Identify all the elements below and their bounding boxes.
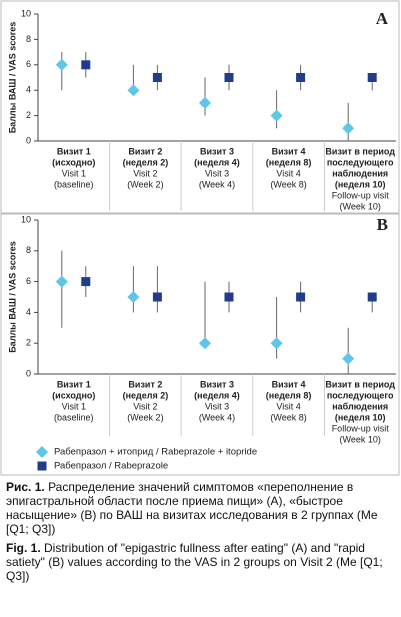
diamond-marker bbox=[270, 109, 283, 122]
caption-en: Fig. 1. Distribution of "epigastric full… bbox=[6, 541, 394, 583]
diamond-marker bbox=[342, 122, 355, 135]
x-tick-label: Визит 1 bbox=[57, 379, 91, 389]
y-tick-label: 2 bbox=[26, 110, 31, 120]
y-tick-label: 4 bbox=[26, 85, 31, 95]
x-tick-label: Визит 2 bbox=[128, 379, 162, 389]
square-marker bbox=[296, 292, 306, 302]
x-tick-label: (Week 2) bbox=[127, 179, 163, 189]
x-tick-label: последующего bbox=[327, 157, 394, 167]
square-marker bbox=[37, 461, 47, 471]
x-tick-label: (Week 4) bbox=[199, 179, 235, 189]
x-tick-label: Визит 4 bbox=[272, 146, 306, 156]
caption-label: Рис. 1. bbox=[6, 480, 45, 494]
diamond-marker bbox=[270, 337, 283, 350]
x-tick-label: последующего bbox=[327, 390, 394, 400]
diamond-marker bbox=[342, 352, 355, 365]
y-tick-label: 4 bbox=[26, 307, 31, 317]
x-tick-label: Visit 1 bbox=[62, 401, 86, 411]
x-tick-label: Visit 3 bbox=[205, 401, 229, 411]
x-tick-label: Визит 4 bbox=[272, 379, 306, 389]
diamond-marker bbox=[127, 291, 140, 303]
diamond-marker bbox=[55, 275, 68, 288]
y-tick-label: 8 bbox=[26, 34, 31, 44]
caption-text: Распределение значений симптомов «перепо… bbox=[6, 480, 378, 536]
panel-frame bbox=[0, 0, 400, 214]
x-tick-label: (Week 4) bbox=[199, 412, 235, 422]
square-marker bbox=[152, 292, 162, 302]
square-marker bbox=[296, 73, 306, 82]
x-tick-label: Visit 3 bbox=[205, 168, 229, 178]
y-tick-label: 8 bbox=[26, 245, 31, 255]
diamond-marker bbox=[55, 58, 68, 71]
y-tick-label: 10 bbox=[21, 8, 31, 18]
x-tick-label: Визит 3 bbox=[200, 379, 234, 389]
square-marker bbox=[367, 73, 377, 82]
legend-label: Рабепразол + итоприд / Rabeprazole + ito… bbox=[54, 447, 257, 458]
caption-label: Fig. 1. bbox=[6, 541, 41, 555]
x-tick-label: (исходно) bbox=[52, 157, 95, 167]
panel-label: A bbox=[376, 9, 389, 28]
square-marker bbox=[224, 73, 234, 82]
caption-ru: Рис. 1. Распределение значений симптомов… bbox=[6, 480, 394, 536]
x-tick-label: (Week 10) bbox=[340, 201, 381, 211]
x-tick-label: (baseline) bbox=[54, 412, 94, 422]
legend-label: Рабепразол / Rabeprazole bbox=[54, 461, 168, 472]
square-marker bbox=[224, 292, 234, 302]
x-tick-label: Visit 1 bbox=[62, 168, 86, 178]
caption: Рис. 1. Распределение значений симптомов… bbox=[6, 480, 394, 588]
x-tick-label: Визит 2 bbox=[128, 146, 162, 156]
square-marker bbox=[367, 292, 377, 302]
caption-text: Distribution of "epigastric fullness aft… bbox=[6, 541, 383, 583]
panel-frame bbox=[0, 213, 400, 476]
diamond-marker bbox=[199, 96, 211, 109]
square-marker bbox=[81, 277, 91, 287]
square-marker bbox=[152, 73, 162, 82]
diamond-marker bbox=[36, 446, 48, 458]
x-tick-label: Визит в период bbox=[325, 379, 395, 389]
x-tick-label: Visit 4 bbox=[276, 401, 300, 411]
x-tick-label: (Week 10) bbox=[340, 434, 381, 444]
y-axis-label: Баллы ВАШ / VAS scores bbox=[7, 22, 17, 134]
x-tick-label: наблюдения bbox=[332, 168, 388, 178]
x-tick-label: Visit 2 bbox=[133, 401, 157, 411]
y-tick-label: 0 bbox=[26, 368, 31, 378]
y-tick-label: 6 bbox=[26, 276, 31, 286]
y-tick-label: 2 bbox=[26, 338, 31, 348]
panel-label: B bbox=[377, 215, 388, 234]
x-tick-label: Визит 1 bbox=[57, 146, 91, 156]
x-tick-label: Visit 4 bbox=[276, 168, 300, 178]
square-marker bbox=[81, 60, 91, 70]
y-axis-label: Баллы ВАШ / VAS scores bbox=[7, 241, 17, 353]
y-tick-label: 10 bbox=[21, 214, 31, 224]
x-tick-label: наблюдения bbox=[332, 401, 388, 411]
x-tick-label: (неделя 4) bbox=[194, 390, 240, 400]
x-tick-label: (Week 8) bbox=[270, 179, 306, 189]
x-tick-label: (неделя 4) bbox=[194, 157, 240, 167]
x-tick-label: Visit 2 bbox=[133, 168, 157, 178]
x-tick-label: (неделя 8) bbox=[266, 390, 312, 400]
x-tick-label: (baseline) bbox=[54, 179, 94, 189]
x-tick-label: (неделя 10) bbox=[335, 179, 386, 189]
x-tick-label: Follow-up visit bbox=[332, 190, 390, 200]
diamond-marker bbox=[199, 337, 211, 350]
x-tick-label: (исходно) bbox=[52, 390, 95, 400]
x-tick-label: Follow-up visit bbox=[332, 423, 390, 433]
x-tick-label: (неделя 8) bbox=[266, 157, 312, 167]
x-tick-label: (Week 2) bbox=[127, 412, 163, 422]
y-tick-label: 6 bbox=[26, 59, 31, 69]
x-tick-label: (неделя 2) bbox=[123, 390, 169, 400]
diamond-marker bbox=[127, 84, 140, 97]
x-tick-label: (Week 8) bbox=[270, 412, 306, 422]
x-tick-label: (неделя 2) bbox=[123, 157, 169, 167]
y-tick-label: 0 bbox=[26, 135, 31, 145]
x-tick-label: (неделя 10) bbox=[335, 412, 386, 422]
x-tick-label: Визит в период bbox=[325, 146, 395, 156]
x-tick-label: Визит 3 bbox=[200, 146, 234, 156]
